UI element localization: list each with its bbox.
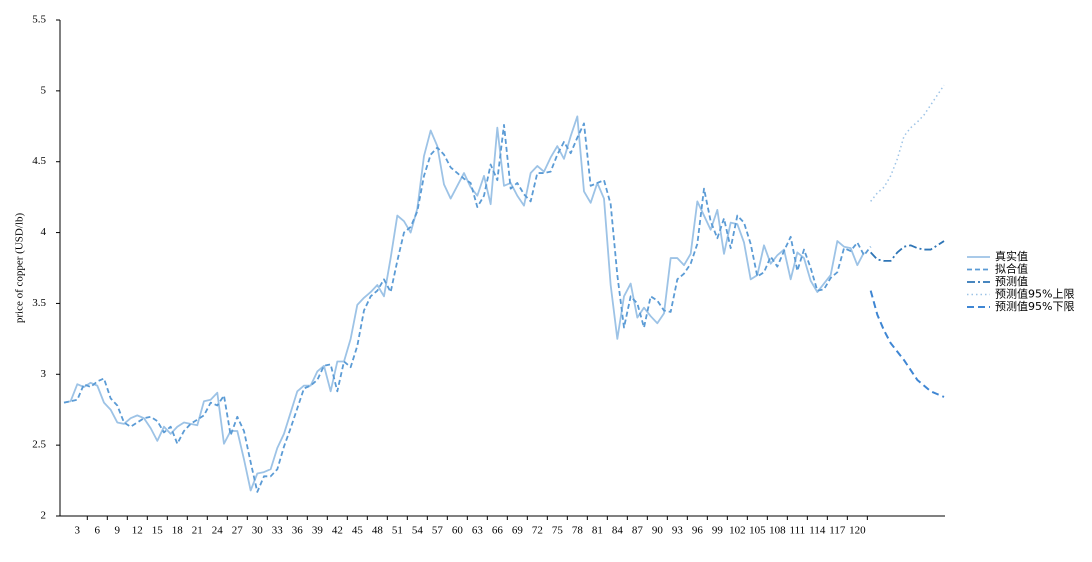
x-tick-label: 102 [729,525,746,537]
x-tick-label: 45 [352,525,364,537]
x-tick-label: 48 [372,525,384,537]
x-tick-label: 15 [152,525,164,537]
x-tick-label: 6 [95,525,101,537]
x-tick-label: 54 [412,525,424,537]
legend-label: 预测值95%上限 [995,288,1074,301]
x-tick-label: 39 [312,525,324,537]
series-line [63,115,865,492]
y-tick-label: 5 [41,84,47,96]
x-tick-label: 78 [572,525,584,537]
legend-label: 预测值 [995,275,1028,288]
series-line [870,84,945,202]
x-tick-label: 66 [492,525,504,537]
legend-label: 真实值 [995,249,1028,263]
x-tick-label: 27 [232,525,244,537]
x-tick-label: 114 [809,525,826,537]
x-tick-label: 108 [769,525,786,537]
x-tick-label: 42 [332,525,343,537]
x-tick-label: 21 [192,525,203,537]
x-tick-label: 36 [292,525,304,537]
legend-label: 拟合值 [995,262,1028,276]
x-tick-label: 51 [392,525,403,537]
x-tick-label: 87 [632,525,644,537]
x-tick-label: 117 [829,525,846,537]
y-tick-label: 4 [41,226,47,238]
x-tick-label: 93 [672,525,684,537]
y-tick-label: 5.5 [32,14,46,26]
x-tick-label: 57 [432,525,444,537]
y-axis-label: price of copper (USD/lb) [14,213,26,324]
x-tick-label: 72 [532,525,543,537]
x-tick-label: 96 [692,525,704,537]
y-tick-label: 2 [41,510,47,522]
x-tick-label: 60 [452,525,464,537]
x-tick-label: 33 [272,525,284,537]
x-tick-label: 3 [75,525,81,537]
x-tick-label: 75 [552,525,564,537]
x-tick-label: 24 [212,525,224,537]
x-tick-label: 84 [612,525,624,537]
x-tick-label: 120 [849,525,866,537]
y-tick-label: 3 [41,368,47,380]
x-tick-label: 81 [592,525,603,537]
series-line [869,290,945,398]
x-tick-label: 30 [252,525,264,537]
x-tick-label: 90 [652,525,664,537]
series-line [870,240,945,262]
x-tick-label: 111 [789,525,805,537]
x-tick-label: 9 [115,525,121,537]
x-tick-label: 12 [132,525,143,537]
x-tick-label: 18 [172,525,184,537]
x-tick-label: 99 [712,525,724,537]
legend-label: 预测值95%下限 [995,300,1074,313]
y-tick-label: 4.5 [32,155,46,167]
x-tick-label: 105 [749,525,766,537]
x-tick-label: 69 [512,525,524,537]
y-tick-label: 2.5 [32,439,46,451]
y-tick-label: 3.5 [32,297,46,309]
x-tick-label: 63 [472,525,484,537]
